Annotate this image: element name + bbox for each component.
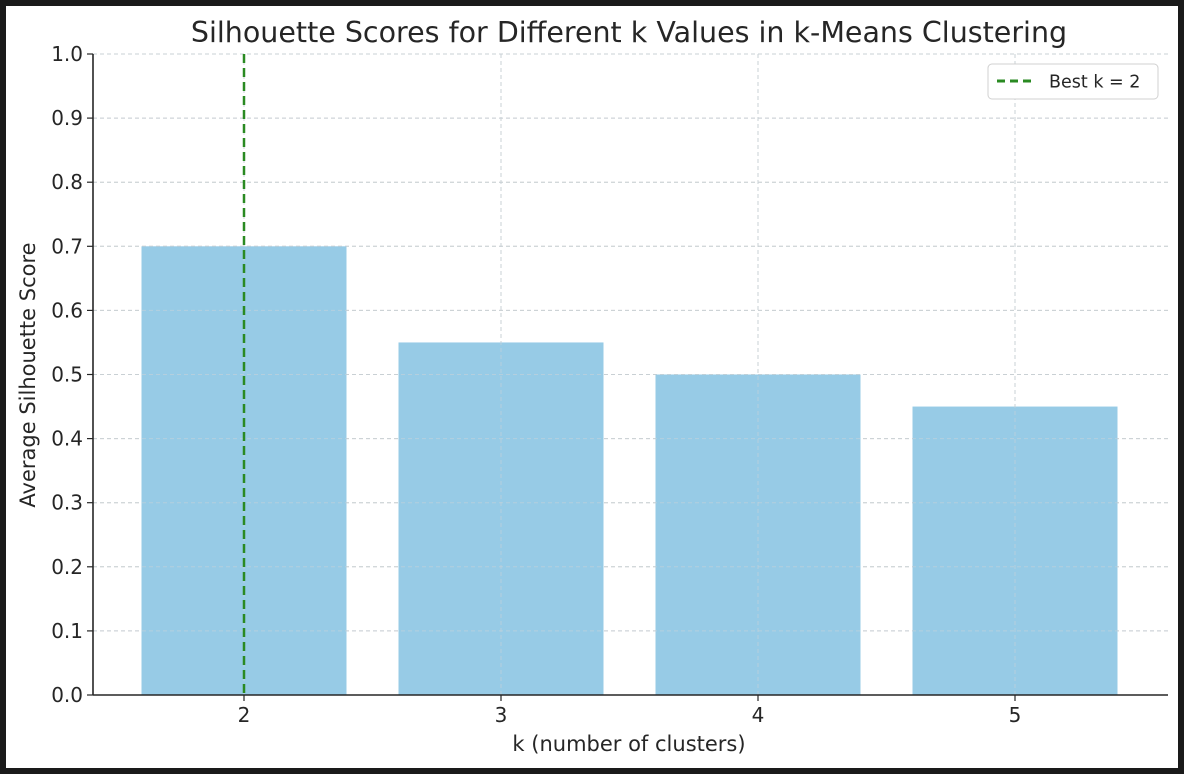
y-axis-label: Average Silhouette Score — [16, 242, 40, 507]
x-tick-label: 4 — [752, 703, 765, 727]
y-tick-label: 0.0 — [51, 683, 83, 707]
chart-title: Silhouette Scores for Different k Values… — [191, 16, 1067, 49]
x-tick-label: 3 — [495, 703, 508, 727]
y-tick-label: 0.9 — [51, 106, 83, 130]
bar-layer — [93, 53, 1168, 696]
x-tick-label: 2 — [238, 703, 251, 727]
y-tick-label: 1.0 — [51, 42, 83, 66]
y-tick-label: 0.1 — [51, 619, 83, 643]
x-axis-label: k (number of clusters) — [512, 732, 745, 756]
x-tick-label: 5 — [1009, 703, 1022, 727]
y-tick-label: 0.2 — [51, 555, 83, 579]
legend-box — [987, 63, 1159, 100]
bar-chart: 0.0 0.1 0.2 0.3 0.4 0.5 0.6 0.7 0.8 0.9 1.0 2 3 4 5 Si… — [16, 16, 1168, 756]
y-tick-label: 0.6 — [51, 298, 83, 322]
y-tick-label: 0.7 — [51, 234, 83, 258]
bar-k-4 — [655, 374, 861, 695]
y-tick-label: 0.3 — [51, 491, 83, 515]
y-tick-label: 0.4 — [51, 427, 83, 451]
y-tick-label: 0.8 — [51, 170, 83, 194]
y-tick-label: 0.5 — [51, 363, 83, 387]
legend-label: Best k = 2 — [1049, 73, 1140, 93]
chart-frame: 0.0 0.1 0.2 0.3 0.4 0.5 0.6 0.7 0.8 0.9 1.0 2 3 4 5 Si… — [6, 6, 1178, 768]
legend: Best k = 2 — [987, 63, 1159, 100]
axis-layer: 0.0 0.1 0.2 0.3 0.4 0.5 0.6 0.7 0.8 0.9 1.0 2 3 4 5 — [51, 42, 1168, 727]
